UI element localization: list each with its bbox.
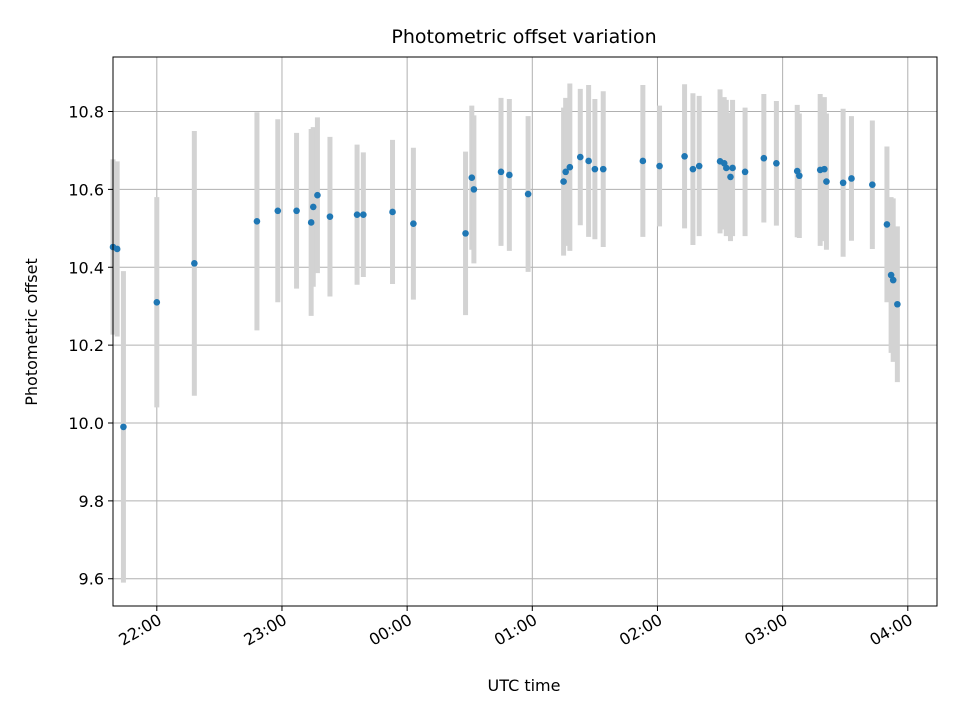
data-point (639, 157, 647, 165)
data-point (293, 207, 300, 215)
data-point (681, 152, 688, 160)
y-tick-label: 9.6 (79, 570, 104, 589)
data-point (307, 219, 315, 226)
data-point (353, 211, 361, 218)
data-point (113, 245, 121, 253)
data-point (576, 153, 584, 161)
data-point (889, 276, 897, 284)
y-tick-label: 10.6 (68, 180, 104, 199)
data-point (591, 165, 599, 173)
data-point (773, 159, 780, 167)
data-point (887, 271, 895, 279)
plot-frame (112, 56, 938, 607)
data-point (468, 174, 476, 182)
data-point (360, 211, 367, 218)
data-point (560, 178, 567, 185)
chart-title: Photometric offset variation (391, 26, 656, 48)
data-point (253, 218, 261, 225)
data-point (585, 157, 592, 165)
data-point (848, 175, 855, 182)
y-tick-label: 10.8 (68, 103, 104, 122)
data-point (562, 168, 569, 176)
data-point (894, 300, 901, 308)
data-point (796, 172, 803, 180)
data-point (506, 171, 513, 179)
data-point (695, 162, 703, 170)
y-tick-label: 9.8 (79, 492, 104, 511)
data-point (599, 165, 607, 173)
data-point (729, 164, 736, 172)
data-point (566, 163, 574, 171)
data-point (314, 191, 321, 199)
data-point (883, 221, 891, 228)
y-axis-ticks: 9.6 9.8 10.0 10.2 10.4 10.6 10.8 (68, 103, 113, 589)
data-point (470, 186, 478, 193)
y-tick-label: 10.0 (68, 414, 104, 433)
data-point (274, 207, 282, 215)
data-point (823, 178, 830, 185)
data-point (656, 162, 663, 170)
data-point (410, 220, 417, 227)
data-point (760, 154, 768, 162)
data-point (741, 168, 749, 176)
y-tick-label: 10.4 (68, 258, 104, 277)
data-point (389, 208, 396, 216)
y-axis-title: Photometric offset (22, 258, 41, 406)
data-point (153, 298, 161, 306)
data-point (497, 168, 505, 176)
data-point (191, 260, 198, 267)
data-points (109, 152, 901, 431)
data-point (524, 190, 532, 198)
data-point (326, 213, 334, 220)
data-point (309, 203, 317, 211)
data-point (689, 165, 697, 173)
data-point (821, 165, 828, 173)
data-point (120, 423, 127, 431)
y-tick-label: 10.2 (68, 336, 104, 355)
data-point (869, 181, 876, 189)
data-point (839, 179, 847, 187)
data-point (723, 164, 730, 172)
data-point (462, 230, 469, 237)
x-axis-title: UTC time (488, 676, 561, 695)
data-point (727, 173, 734, 181)
